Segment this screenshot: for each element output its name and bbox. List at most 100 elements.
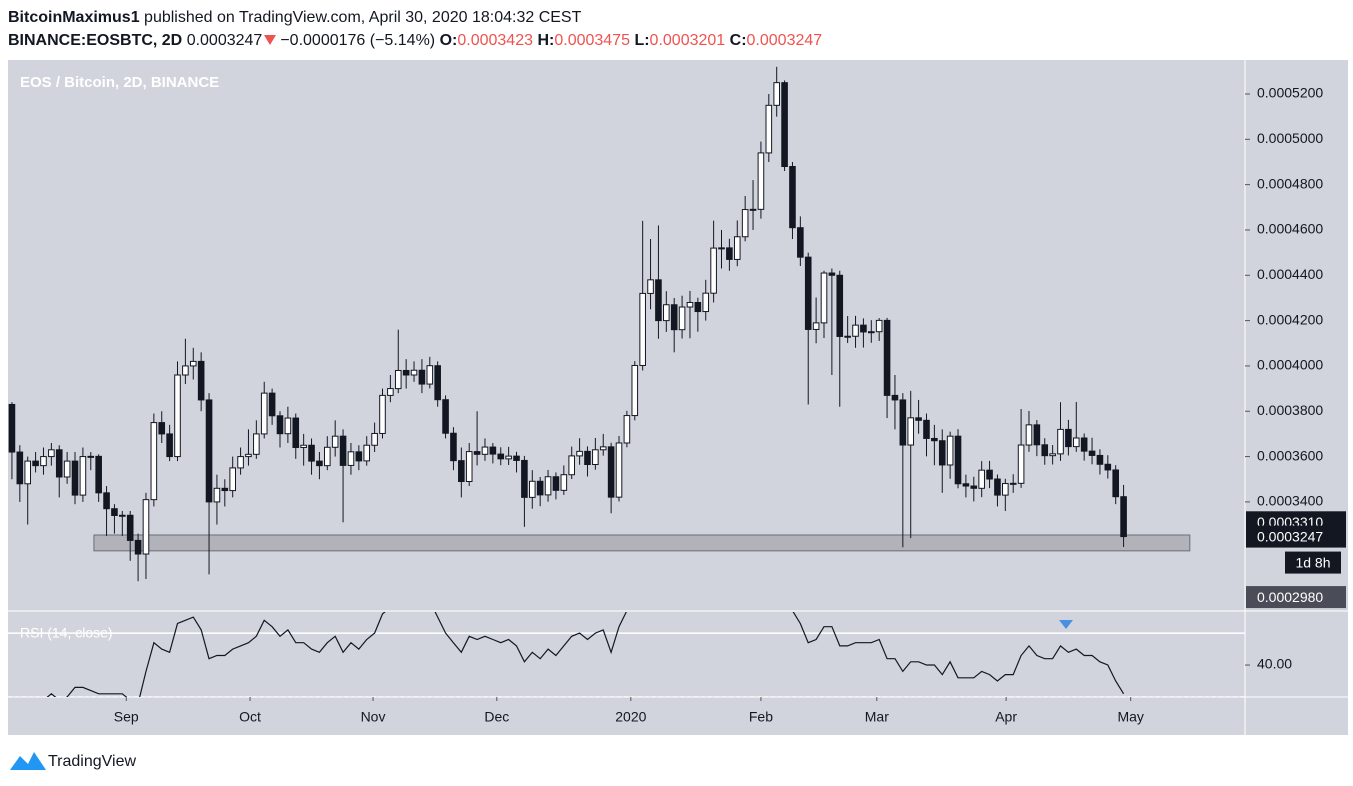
- candle-body: [867, 331, 875, 334]
- x-tick-label: Sep: [114, 709, 139, 725]
- candle-body: [1017, 444, 1025, 484]
- candle-body: [970, 485, 978, 489]
- h-label: H:: [537, 32, 555, 49]
- candle-body: [1096, 454, 1104, 465]
- candle-body: [978, 469, 985, 489]
- y-tick-label: 0.0004800: [1257, 175, 1323, 191]
- candle-body: [702, 292, 710, 313]
- candle-body: [229, 467, 236, 492]
- candle-body: [481, 446, 489, 455]
- candle-body: [576, 450, 583, 457]
- candle-body: [1049, 453, 1056, 457]
- candle-body: [631, 364, 639, 417]
- candle-body: [797, 227, 804, 258]
- candle-body: [599, 446, 607, 451]
- candle-body: [789, 166, 796, 229]
- candle-body: [418, 369, 426, 385]
- candle-body: [394, 369, 402, 390]
- candle-body: [946, 435, 954, 466]
- change: −0.0000176 (−5.14%): [280, 32, 436, 49]
- c-label: C:: [729, 32, 747, 49]
- candle-body: [205, 399, 213, 503]
- candle-body: [915, 417, 922, 421]
- candle-body: [450, 432, 457, 462]
- candle-body: [166, 433, 173, 458]
- candle-body: [465, 451, 473, 483]
- candle-body: [24, 460, 32, 485]
- candle-body: [592, 449, 599, 466]
- candle-body: [324, 446, 331, 467]
- chart-title: EOS / Bitcoin, 2D, BINANCE: [20, 74, 219, 91]
- x-tick-label: Oct: [239, 709, 261, 725]
- rsi-label: RSI (14, close): [20, 625, 113, 641]
- l-value: 0.0003201: [649, 32, 726, 49]
- candle-body: [931, 437, 938, 442]
- candle-body: [844, 335, 851, 338]
- o-label: O:: [439, 32, 458, 49]
- candle-body: [331, 435, 339, 448]
- chart-background: [8, 60, 1348, 735]
- countdown: 1d 8h: [1295, 554, 1330, 570]
- candle-body: [962, 483, 970, 487]
- candle-body: [741, 209, 749, 238]
- candle-body: [1025, 424, 1033, 446]
- candle-body: [1080, 437, 1088, 452]
- candle-body: [765, 104, 773, 154]
- candle-body: [174, 374, 181, 458]
- signal-marker: [1059, 620, 1073, 629]
- x-tick-label: Feb: [749, 709, 773, 725]
- header: BitcoinMaximus1 published on TradingView…: [8, 6, 822, 52]
- h-value: 0.0003475: [554, 32, 630, 49]
- candle-body: [410, 369, 418, 376]
- candle-body: [954, 435, 962, 485]
- candle-body: [347, 451, 355, 466]
- candle-body: [773, 82, 780, 106]
- candle-body: [363, 444, 371, 462]
- candle-body: [899, 399, 907, 446]
- last: 0.0003247: [186, 32, 263, 49]
- candle-body: [158, 422, 166, 435]
- candle-body: [197, 360, 205, 401]
- candle-body: [489, 446, 497, 455]
- candle-body: [142, 499, 150, 555]
- candle-body: [119, 514, 126, 517]
- candle-body: [938, 440, 946, 466]
- candle-body: [678, 306, 686, 331]
- candle-body: [907, 417, 915, 446]
- candle-body: [875, 319, 883, 333]
- o-value: 0.0003423: [457, 32, 533, 49]
- candle-body: [95, 455, 102, 494]
- publish-line: BitcoinMaximus1 published on TradingView…: [8, 6, 822, 29]
- candle-body: [710, 247, 717, 294]
- candle-body: [663, 304, 670, 322]
- candle-body: [355, 451, 363, 462]
- y-tick-label: 0.0005000: [1257, 130, 1323, 146]
- price-label-box: [1246, 586, 1346, 609]
- candle-body: [16, 451, 24, 485]
- candle-body: [994, 478, 1001, 496]
- candle-body: [623, 415, 631, 444]
- candle-body: [371, 432, 378, 446]
- candle-body: [111, 508, 118, 517]
- candle-body: [536, 480, 544, 496]
- candle-body: [804, 256, 812, 330]
- candle-body: [103, 492, 110, 510]
- candle-body: [521, 459, 528, 498]
- candle-body: [260, 392, 268, 435]
- symbol: BINANCE:EOSBTC, 2D: [8, 32, 183, 49]
- candle-body: [63, 460, 71, 478]
- y-tick-label: 0.0005200: [1257, 85, 1323, 101]
- candle-body: [655, 279, 662, 322]
- candle-body: [1065, 428, 1072, 448]
- brand: TradingView: [48, 753, 136, 770]
- x-tick-label: Dec: [484, 709, 509, 725]
- logo[interactable]: TradingView: [10, 752, 136, 770]
- candle-body: [182, 365, 189, 376]
- logo-icon: [10, 752, 46, 770]
- candle-body: [48, 449, 55, 458]
- countdown-box: [1285, 551, 1341, 574]
- candle-body: [126, 514, 134, 541]
- author[interactable]: BitcoinMaximus1: [8, 9, 140, 26]
- c-value: 0.0003247: [746, 32, 823, 49]
- candle-body: [860, 324, 867, 333]
